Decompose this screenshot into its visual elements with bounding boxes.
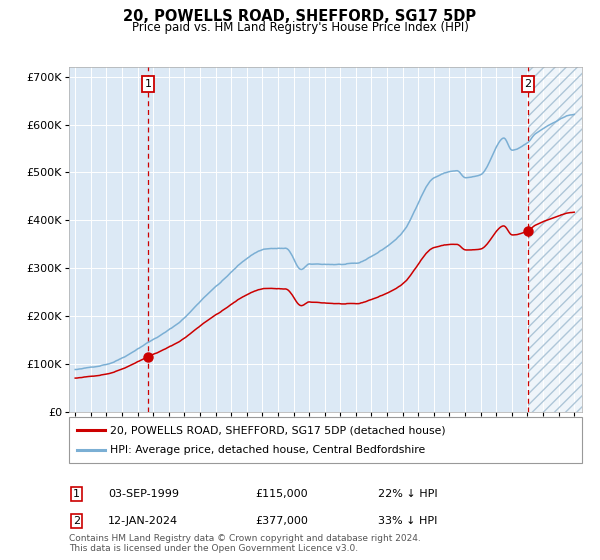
Text: 20, POWELLS ROAD, SHEFFORD, SG17 5DP (detached house): 20, POWELLS ROAD, SHEFFORD, SG17 5DP (de… (110, 425, 446, 435)
Text: Price paid vs. HM Land Registry's House Price Index (HPI): Price paid vs. HM Land Registry's House … (131, 21, 469, 34)
Text: Contains HM Land Registry data © Crown copyright and database right 2024.
This d: Contains HM Land Registry data © Crown c… (69, 534, 421, 553)
Text: 1: 1 (145, 80, 152, 89)
Text: £115,000: £115,000 (255, 489, 308, 499)
Text: 2: 2 (524, 80, 532, 89)
Text: 1: 1 (73, 489, 80, 499)
Text: 22% ↓ HPI: 22% ↓ HPI (378, 489, 437, 499)
Bar (528, 67, 582, 412)
Text: £377,000: £377,000 (255, 516, 308, 526)
Text: 03-SEP-1999: 03-SEP-1999 (108, 489, 179, 499)
Bar (528, 67, 582, 412)
Text: HPI: Average price, detached house, Central Bedfordshire: HPI: Average price, detached house, Cent… (110, 445, 425, 455)
Text: 20, POWELLS ROAD, SHEFFORD, SG17 5DP: 20, POWELLS ROAD, SHEFFORD, SG17 5DP (124, 9, 476, 24)
Text: 12-JAN-2024: 12-JAN-2024 (108, 516, 178, 526)
Text: 2: 2 (73, 516, 80, 526)
Text: 33% ↓ HPI: 33% ↓ HPI (378, 516, 437, 526)
